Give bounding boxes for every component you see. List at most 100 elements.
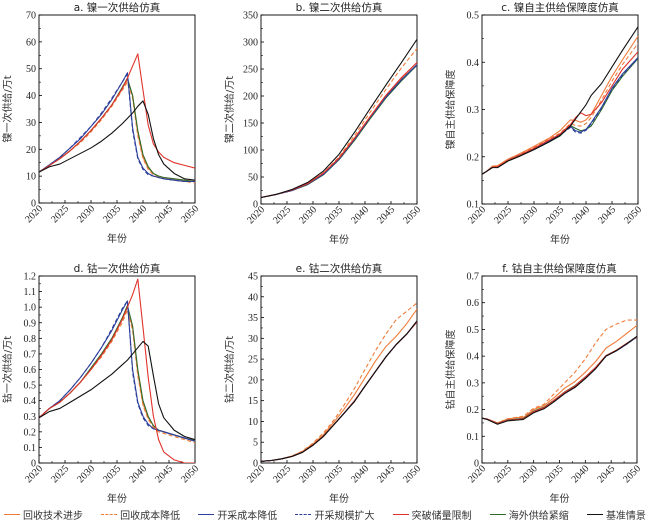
series-group <box>39 278 195 463</box>
y-axis-label: 镍一次供给/万t <box>1 75 14 142</box>
x-tick-label: 2045 <box>153 203 175 225</box>
y-tick-label: 0.7 <box>467 272 480 283</box>
y-axis-label: 镍自主供给保障度 <box>444 70 457 150</box>
series-line-2 <box>261 64 417 199</box>
series-line-4 <box>482 336 637 425</box>
y-tick-label: 250 <box>243 65 258 76</box>
x-tick-label: 2030 <box>75 463 97 485</box>
legend-label: 回收成本降低 <box>120 510 181 522</box>
legend-swatch <box>295 513 312 515</box>
legend-label: 开采成本降低 <box>217 510 278 522</box>
y-axis-label: 钴自主供给保障度 <box>444 330 457 410</box>
y-tick-label: 0.1 <box>467 432 480 443</box>
y-tick-label: 50 <box>26 64 36 75</box>
y-axis-label: 镍二次供给/万t <box>223 76 236 143</box>
legend-item: 开采成本降低 <box>198 507 277 522</box>
y-tick-label: 0.1 <box>467 200 480 211</box>
legend-swatch <box>198 513 215 515</box>
series-line-3 <box>482 336 637 425</box>
x-tick-label: 2025 <box>492 204 514 226</box>
x-tick-label: 2035 <box>323 463 345 485</box>
y-tick-label: 60 <box>26 37 36 48</box>
y-tick-label: 0.2 <box>467 152 480 163</box>
legend: 回收技术进步 回收成本降低 开采成本降低 开采规模扩大 突破储量限制 海外供给紧… <box>0 505 650 523</box>
x-tick-label: 2030 <box>75 203 97 225</box>
x-tick-label: 2030 <box>297 463 319 485</box>
x-tick-label: 2040 <box>349 463 371 485</box>
series-line-3 <box>39 73 195 183</box>
legend-swatch <box>586 513 603 515</box>
x-tick-label: 2045 <box>153 463 175 485</box>
x-tick-label: 2040 <box>127 463 149 485</box>
y-tick-label: 0.2 <box>24 427 37 438</box>
y-tick-label: 0.3 <box>467 378 480 389</box>
legend-label: 海外供给紧缩 <box>508 510 569 522</box>
series-line-2 <box>261 321 417 462</box>
y-tick-label: 0 <box>474 459 479 470</box>
legend-swatch <box>101 513 118 515</box>
y-tick-label: 150 <box>243 119 258 130</box>
y-tick-label: 0.5 <box>467 11 480 22</box>
x-tick-label: 2045 <box>596 204 618 226</box>
legend-item: 开采规模扩大 <box>295 507 374 522</box>
y-tick-label: 0.8 <box>24 334 37 345</box>
panel-title: b. 镍二次供给仿真 <box>296 1 383 14</box>
panel-d: d. 钴一次供给仿真 0 0.1 0.2 0.3 0.4 0.5 0.6 0.7 0.8 0.9 1.… <box>1 262 201 505</box>
series-group <box>261 302 417 462</box>
y-tick-label: 20 <box>26 145 36 156</box>
y-tick-label: 100 <box>243 146 258 157</box>
x-tick-label: 2050 <box>401 204 423 226</box>
legend-label: 基准情景 <box>605 510 646 522</box>
series-line-4 <box>39 278 195 463</box>
y-tick-label: 10 <box>248 417 258 428</box>
x-tick-label: 2035 <box>544 463 566 485</box>
y-axis-label: 钴二次供给/万t <box>223 336 236 403</box>
plot-frame <box>260 14 418 205</box>
series-line-0 <box>482 324 637 424</box>
x-axis-label: 年份 <box>107 232 127 245</box>
series-line-6 <box>39 100 195 181</box>
x-axis-label: 年份 <box>107 492 127 505</box>
y-tick-label: 0.5 <box>24 381 37 392</box>
y-tick-label: 30 <box>248 334 258 345</box>
x-axis-label: 年份 <box>550 492 570 505</box>
y-tick-label: 300 <box>243 38 258 49</box>
x-tick-label: 2025 <box>492 463 514 485</box>
series-line-5 <box>482 58 638 175</box>
x-tick-label: 2020 <box>466 463 488 485</box>
series-line-6 <box>482 26 638 175</box>
series-line-0 <box>39 78 195 183</box>
legend-swatch <box>4 513 20 515</box>
x-tick-label: 2020 <box>245 463 267 485</box>
series-line-2 <box>39 300 195 442</box>
series-line-1 <box>482 319 637 424</box>
series-group <box>482 319 637 425</box>
series-line-4 <box>482 51 638 175</box>
x-tick-label: 2040 <box>570 463 592 485</box>
legend-item: 基准情景 <box>586 507 646 522</box>
x-tick-label: 2050 <box>179 463 201 485</box>
series-line-6 <box>482 335 637 425</box>
y-tick-label: 45 <box>248 272 258 283</box>
series-line-3 <box>39 300 195 442</box>
y-tick-label: 25 <box>248 355 258 366</box>
x-tick-label: 2050 <box>622 204 644 226</box>
y-tick-label: 0.3 <box>24 412 37 423</box>
series-line-2 <box>39 72 195 183</box>
series-line-3 <box>261 64 417 199</box>
y-tick-label: 0 <box>253 459 258 470</box>
x-axis-label: 年份 <box>329 492 349 505</box>
x-tick-label: 2025 <box>49 463 71 485</box>
series-group <box>482 26 638 175</box>
series-line-4 <box>39 53 195 173</box>
x-tick-label: 2030 <box>297 204 319 226</box>
y-tick-label: 15 <box>248 396 258 407</box>
y-tick-label: 0.9 <box>24 318 37 329</box>
y-tick-label: 0.1 <box>24 443 37 454</box>
series-line-1 <box>482 43 638 175</box>
